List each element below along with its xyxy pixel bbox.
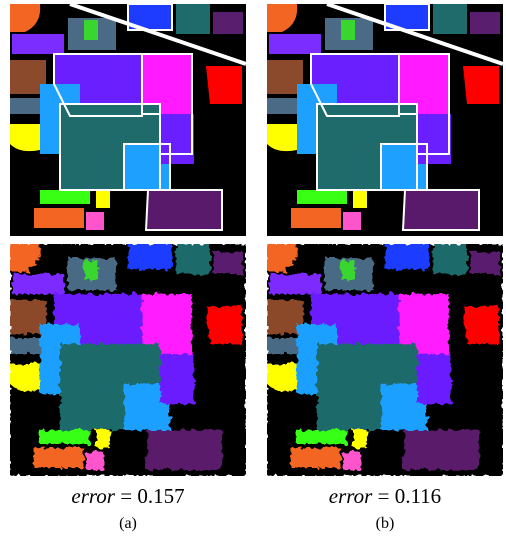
value: 0.116	[395, 484, 441, 508]
map-a-bottom	[10, 244, 246, 476]
panel-label: (a)	[10, 515, 246, 533]
figure: error = 0.157 error = 0.116 (a) (b)	[0, 0, 506, 543]
caption-b: error = 0.116	[267, 484, 503, 509]
operator: =	[378, 484, 390, 508]
metric: error	[329, 484, 373, 508]
caption-a: error = 0.157	[10, 484, 246, 509]
panel-label: (b)	[267, 515, 503, 533]
map-a-top	[10, 4, 246, 236]
map-b-bottom	[267, 244, 503, 476]
operator: =	[120, 484, 132, 508]
map-b-top	[267, 4, 503, 236]
metric: error	[71, 484, 115, 508]
value: 0.157	[137, 484, 184, 508]
